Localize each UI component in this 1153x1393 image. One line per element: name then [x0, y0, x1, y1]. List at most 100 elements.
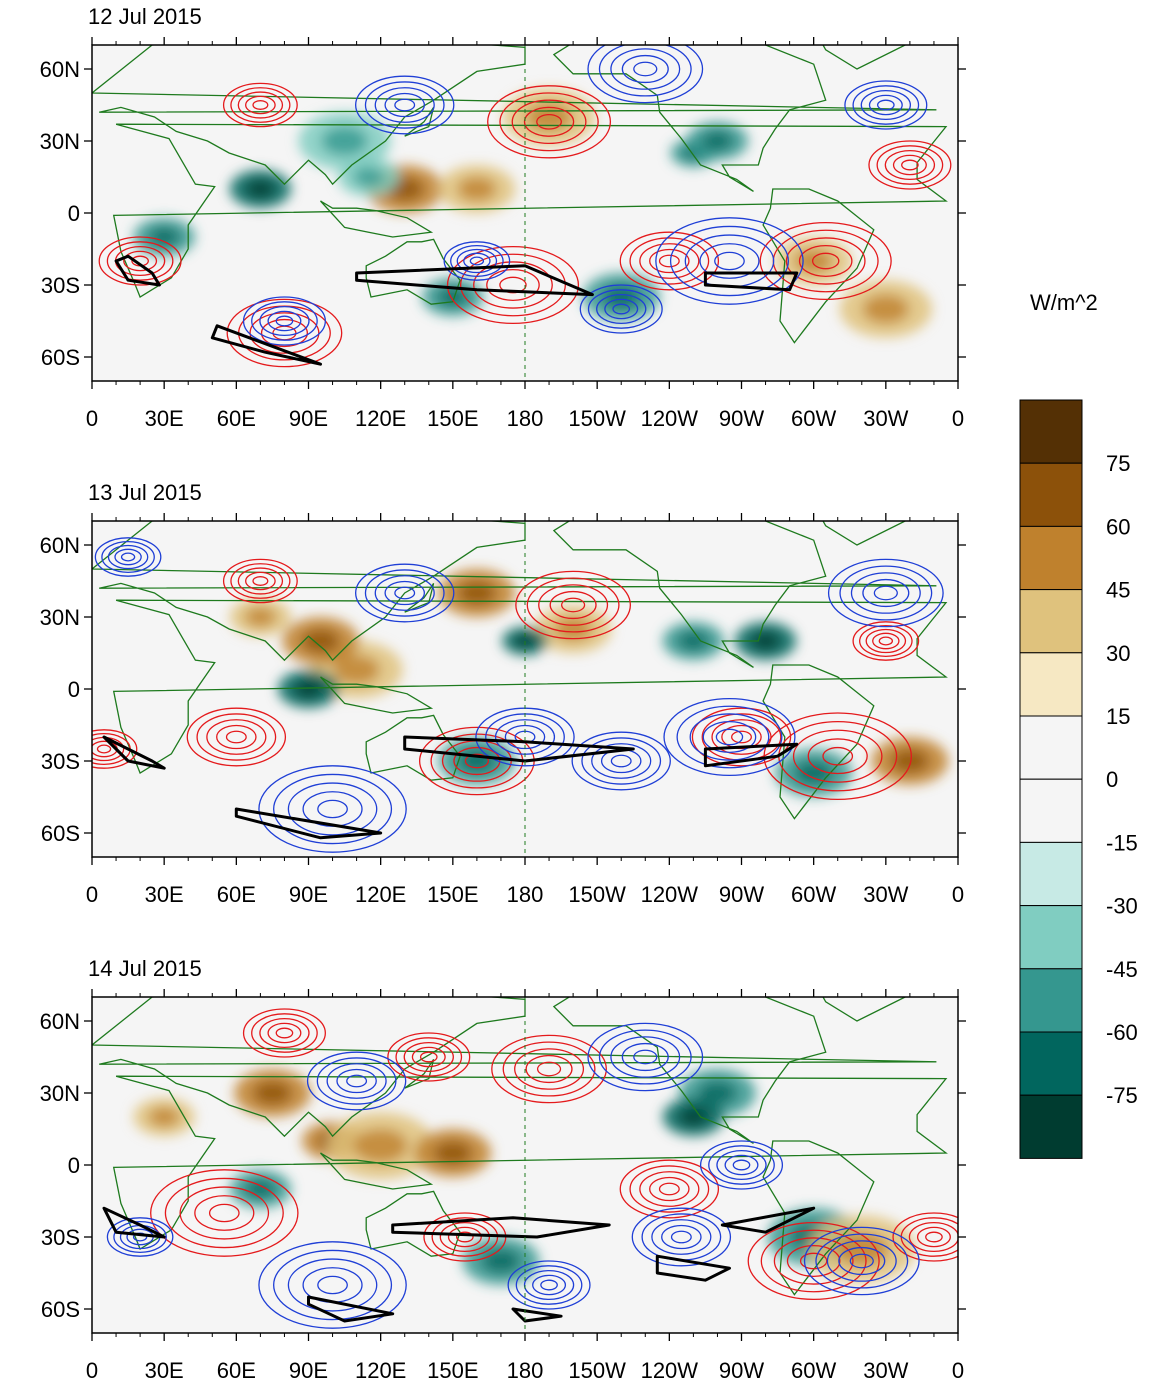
- negative-contour: [716, 1149, 767, 1181]
- positive-contour: [526, 577, 620, 633]
- negative-contour: [621, 54, 669, 84]
- positive-contour: [878, 636, 894, 646]
- negative-contour: [258, 765, 407, 853]
- negative-contour: [587, 1022, 704, 1092]
- positive-contour: [267, 1022, 302, 1044]
- negative-contour: [708, 1145, 775, 1185]
- negative-contour: [113, 1220, 167, 1254]
- shading-core: [433, 1141, 473, 1165]
- positive-contour: [658, 254, 680, 268]
- positive-contour: [245, 571, 276, 591]
- negative-contour: [120, 552, 136, 562]
- positive-contour: [251, 1013, 318, 1053]
- negative-contour: [591, 743, 652, 779]
- lon-tick-label: 0: [952, 1358, 964, 1383]
- positive-contour: [872, 632, 900, 650]
- negative-contour: [316, 1057, 397, 1105]
- lat-tick-label: 60N: [40, 1009, 80, 1034]
- positive-contour: [759, 221, 892, 301]
- negative-contour: [839, 565, 933, 621]
- negative-contour: [571, 731, 671, 791]
- negative-contour: [394, 586, 416, 600]
- positive-contour: [536, 113, 562, 130]
- shading-core: [457, 749, 497, 773]
- coastline: [92, 45, 937, 186]
- shading-core: [481, 1249, 521, 1273]
- shading-core: [702, 131, 733, 151]
- lat-tick-label: 30S: [41, 749, 80, 774]
- positive-contour: [453, 746, 501, 776]
- positive-contour: [868, 140, 952, 190]
- positive-contour: [901, 159, 919, 171]
- lon-tick-label: 30W: [863, 406, 908, 431]
- positive-contour: [639, 1171, 700, 1207]
- negative-contour: [714, 251, 745, 271]
- positive-contour: [464, 753, 489, 769]
- negative-contour: [581, 737, 662, 785]
- negative-contour: [114, 548, 142, 566]
- positive-contour: [411, 1046, 446, 1068]
- positive-contour: [785, 237, 866, 285]
- colorbar-label: -60: [1106, 1020, 1138, 1045]
- positive-contour: [876, 145, 944, 185]
- positive-contour: [865, 628, 907, 654]
- lon-tick-label: 90W: [719, 882, 764, 907]
- lon-tick-label: 60W: [791, 882, 836, 907]
- highlight-contour: [210, 324, 322, 366]
- negative-contour: [633, 1049, 658, 1065]
- colorbar-label: -45: [1106, 957, 1138, 982]
- positive-contour: [515, 570, 632, 640]
- coastline: [822, 45, 906, 70]
- positive-contour: [884, 149, 936, 181]
- map-panel-1: 12 Jul 2015 0 30E 60E 90E 120E 150E 180 150W 120…: [0, 0, 1000, 450]
- positive-contour: [491, 1034, 607, 1104]
- negative-contour: [273, 773, 393, 845]
- negative-contour: [661, 1224, 702, 1250]
- highlight-contour: [703, 742, 799, 768]
- positive-contour: [419, 1051, 438, 1063]
- coastline: [762, 664, 875, 820]
- negative-contour: [612, 303, 631, 315]
- panel-title: 14 Jul 2015: [88, 956, 202, 981]
- colorbar-box: [1019, 841, 1083, 907]
- positive-contour: [456, 1231, 474, 1243]
- colorbar-box: [1019, 1031, 1083, 1096]
- negative-contour-layer: [242, 45, 928, 346]
- coastline: [404, 583, 435, 613]
- negative-contour: [715, 728, 744, 746]
- positive-contour: [892, 154, 927, 176]
- shading-core: [457, 177, 497, 201]
- negative-contour: [689, 713, 770, 761]
- negative-contour: [507, 1260, 591, 1310]
- lon-tick-label: 90W: [719, 1358, 764, 1383]
- negative-contour: [604, 298, 639, 320]
- lon-tick-label: 90E: [289, 406, 328, 431]
- colorbar: 75 60 45 30 15 0 -15 -30 -45 -60 -75: [1019, 399, 1138, 1159]
- negative-contour: [598, 45, 692, 97]
- lon-tick-label: 0: [952, 882, 964, 907]
- coastline: [365, 1190, 461, 1257]
- colorbar-label: 0: [1106, 767, 1118, 792]
- negative-contour: [273, 1249, 393, 1321]
- lon-tick-label: 30E: [145, 406, 184, 431]
- negative-contour: [633, 61, 658, 77]
- negative-contour: [844, 80, 928, 130]
- lon-tick-label: 150W: [568, 406, 626, 431]
- highlight-contour: [355, 264, 594, 297]
- negative-contour: [515, 1265, 583, 1305]
- colorbar-box: [1019, 462, 1083, 527]
- negative-contour: [540, 1279, 558, 1291]
- negative-contour: [587, 289, 655, 329]
- positive-contour: [150, 1169, 299, 1257]
- negative-contour: [579, 284, 663, 334]
- positive-contour: [206, 719, 267, 755]
- shading-core: [353, 167, 385, 187]
- positive-contour: [245, 95, 276, 115]
- negative-contour: [106, 1217, 174, 1257]
- positive-contour: [96, 744, 112, 754]
- colorbar-label: 75: [1106, 451, 1130, 476]
- positive-contour: [225, 730, 247, 744]
- coastline: [320, 200, 434, 238]
- negative-contour: [838, 1246, 886, 1276]
- positive-contour: [194, 1195, 255, 1231]
